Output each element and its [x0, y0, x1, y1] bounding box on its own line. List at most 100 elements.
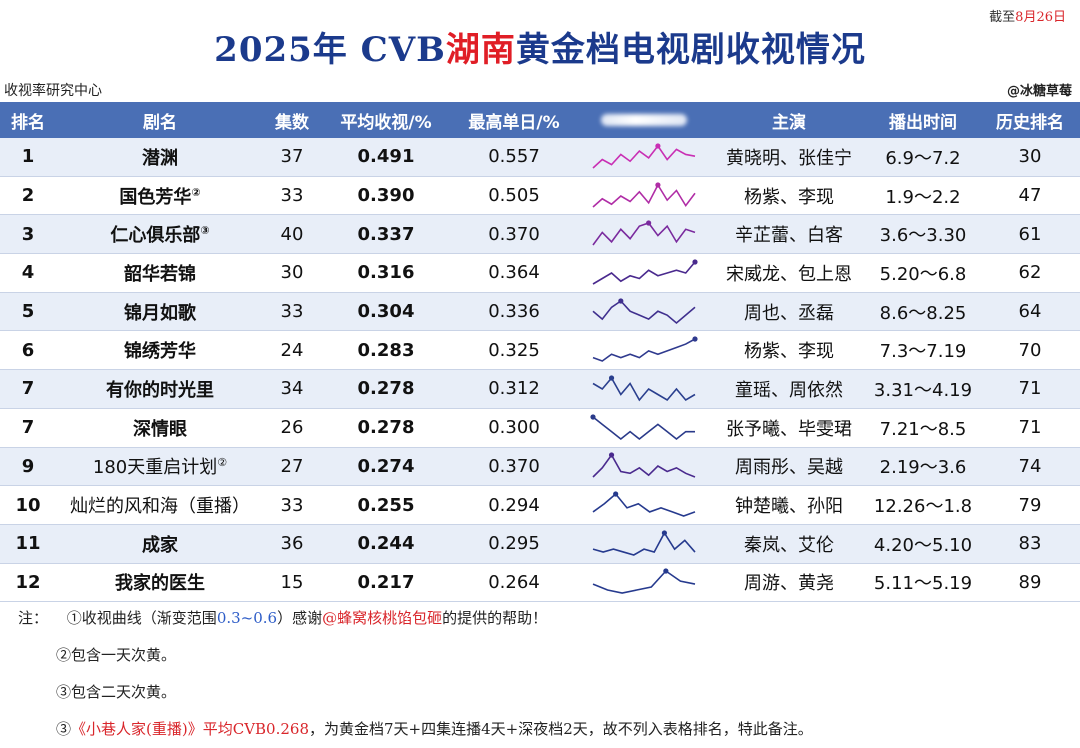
drama-title: 灿烂的风和海（重播） — [70, 496, 250, 518]
cell-avg-rating: 0.278 — [320, 408, 452, 448]
cell-episodes: 40 — [264, 214, 320, 255]
cell-history-rank: 89 — [980, 563, 1080, 603]
thanks-user-link[interactable]: @蜂窝核桃馅包砸 — [322, 609, 443, 627]
cell-name: 180天重启计划② — [56, 447, 264, 487]
footnote-mark: ② — [217, 456, 228, 470]
table-row: 4 韶华若锦 30 0.316 0.364 宋威龙、包上恩 5.20～6.8 62 — [0, 253, 1080, 293]
cell-name: 锦绣芳华 — [56, 330, 264, 371]
cell-name: 我家的医生 — [56, 563, 264, 603]
cell-avg-rating: 0.304 — [320, 292, 452, 332]
sparkline-peak-dot — [590, 414, 596, 420]
cell-peak-rating: 0.312 — [452, 369, 576, 409]
cell-rank: 4 — [0, 253, 56, 293]
drama-title: 我家的医生 — [115, 573, 205, 595]
col-airtime: 播出时间 — [866, 102, 980, 138]
cell-cast: 钟楚曦、孙阳 — [712, 485, 866, 525]
cell-airtime: 3.6～3.30 — [866, 214, 980, 255]
cell-peak-rating: 0.295 — [452, 524, 576, 564]
table-row: 9 180天重启计划② 27 0.274 0.370 周雨彤、吴越 2.19～3.6 74 — [0, 447, 1080, 487]
cell-airtime: 5.20～6.8 — [866, 253, 980, 293]
cell-curve — [576, 447, 712, 487]
page-title: 2025年 CVB湖南黄金档电视剧收视情况 — [214, 30, 866, 70]
cell-cast: 黄晓明、张佳宁 — [712, 138, 866, 177]
sparkline-peak-dot — [663, 568, 669, 575]
cell-avg-rating: 0.390 — [320, 176, 452, 216]
cell-airtime: 4.20～5.10 — [866, 524, 980, 564]
cell-peak-rating: 0.336 — [452, 292, 576, 332]
as-of-date: 截至8月26日 — [989, 10, 1066, 25]
cell-name: 灿烂的风和海（重播） — [56, 485, 264, 525]
cell-curve — [576, 176, 712, 216]
cell-episodes: 33 — [264, 292, 320, 332]
rating-sparkline — [592, 259, 698, 285]
cell-peak-rating: 0.364 — [452, 253, 576, 293]
watermark: @冰糖草莓 — [1006, 84, 1072, 99]
rating-sparkline — [592, 530, 696, 556]
cell-rank: 2 — [0, 176, 56, 216]
cell-episodes: 36 — [264, 524, 320, 564]
cell-avg-rating: 0.283 — [320, 330, 452, 371]
cell-rank: 7 — [0, 369, 56, 409]
col-cast: 主演 — [712, 102, 866, 138]
cell-name: 潜渊 — [56, 138, 264, 177]
note-4: ③《小巷人家(重播)》平均CVB0.268，为黄金档7天+四集连播4天+深夜档2… — [56, 720, 813, 738]
table-row: 7 深情眼 26 0.278 0.300 张予曦、毕雯珺 7.21～8.5 71 — [0, 408, 1080, 448]
drama-title: 潜渊 — [142, 147, 178, 169]
cell-name: 有你的时光里 — [56, 369, 264, 409]
cell-history-rank: 83 — [980, 524, 1080, 564]
sparkline-line — [592, 182, 696, 208]
cell-cast: 杨紫、李现 — [712, 330, 866, 371]
cell-peak-rating: 0.325 — [452, 330, 576, 371]
cell-cast: 童瑶、周依然 — [712, 369, 866, 409]
table-row: 5 锦月如歌 33 0.304 0.336 周也、丞磊 8.6～8.25 64 — [0, 292, 1080, 332]
cell-avg-rating: 0.278 — [320, 369, 452, 409]
cell-history-rank: 71 — [980, 408, 1080, 448]
cell-airtime: 12.26～1.8 — [866, 485, 980, 525]
footnote-mark: ② — [191, 185, 201, 199]
note-3: ③包含二天次黄。 — [56, 683, 177, 701]
table-row: 10 灿烂的风和海（重播） 33 0.255 0.294 钟楚曦、孙阳 12.26～1.8 7… — [0, 485, 1080, 525]
cell-curve — [576, 408, 712, 448]
cell-history-rank: 47 — [980, 176, 1080, 216]
cell-peak-rating: 0.370 — [452, 214, 576, 255]
cell-curve — [576, 330, 712, 371]
cell-cast: 张予曦、毕雯珺 — [712, 408, 866, 448]
rating-sparkline — [592, 220, 696, 246]
sparkline-line — [592, 261, 696, 285]
sparkline-line — [592, 416, 695, 440]
sparkline-line — [592, 492, 696, 517]
cell-name: 深情眼 — [56, 408, 264, 448]
cell-episodes: 33 — [264, 485, 320, 525]
cell-avg-rating: 0.217 — [320, 563, 452, 603]
cell-cast: 宋威龙、包上恩 — [712, 253, 866, 293]
sparkline-peak-dot — [613, 491, 619, 497]
notes: 注： ①收视曲线（渐变范围0.3~0.6）感谢@蜂窝核桃馅包砸的提供的帮助！ ②… — [18, 600, 1068, 748]
cell-rank: 5 — [0, 292, 56, 332]
rating-sparkline — [592, 297, 696, 324]
ratings-table: 排名 剧名 集数 平均收视/% 最高单日/% 主演 播出时间 历史排名 1 潜渊 3… — [0, 102, 1080, 603]
cell-airtime: 8.6～8.25 — [866, 292, 980, 332]
cell-name: 锦月如歌 — [56, 292, 264, 332]
sparkline-peak-dot — [608, 452, 615, 458]
cell-rank: 10 — [0, 485, 56, 525]
cell-curve — [576, 292, 712, 332]
footnote-mark: ③ — [200, 224, 210, 238]
cell-rank: 11 — [0, 524, 56, 564]
drama-title: 仁心俱乐部 — [110, 225, 201, 247]
cell-avg-rating: 0.491 — [320, 138, 452, 177]
sparkline-peak-dot — [655, 181, 661, 188]
sparkline-peak-dot — [655, 143, 661, 149]
rating-sparkline — [592, 336, 698, 363]
cell-cast: 周雨彤、吴越 — [712, 447, 866, 487]
cell-peak-rating: 0.370 — [452, 447, 576, 487]
sparkline-peak-dot — [646, 220, 652, 226]
cell-episodes: 34 — [264, 369, 320, 409]
sparkline-line — [592, 570, 696, 595]
rating-sparkline — [592, 375, 696, 402]
table-row: 7 有你的时光里 34 0.278 0.312 童瑶、周依然 3.31～4.19 71 — [0, 369, 1080, 409]
cell-episodes: 37 — [264, 138, 320, 177]
cell-name: 韶华若锦 — [56, 253, 264, 293]
col-peak-rating: 最高单日/% — [452, 102, 576, 138]
table-row: 1 潜渊 37 0.491 0.557 黄晓明、张佳宁 6.9～7.2 30 — [0, 138, 1080, 177]
sparkline-peak-dot — [618, 297, 624, 304]
